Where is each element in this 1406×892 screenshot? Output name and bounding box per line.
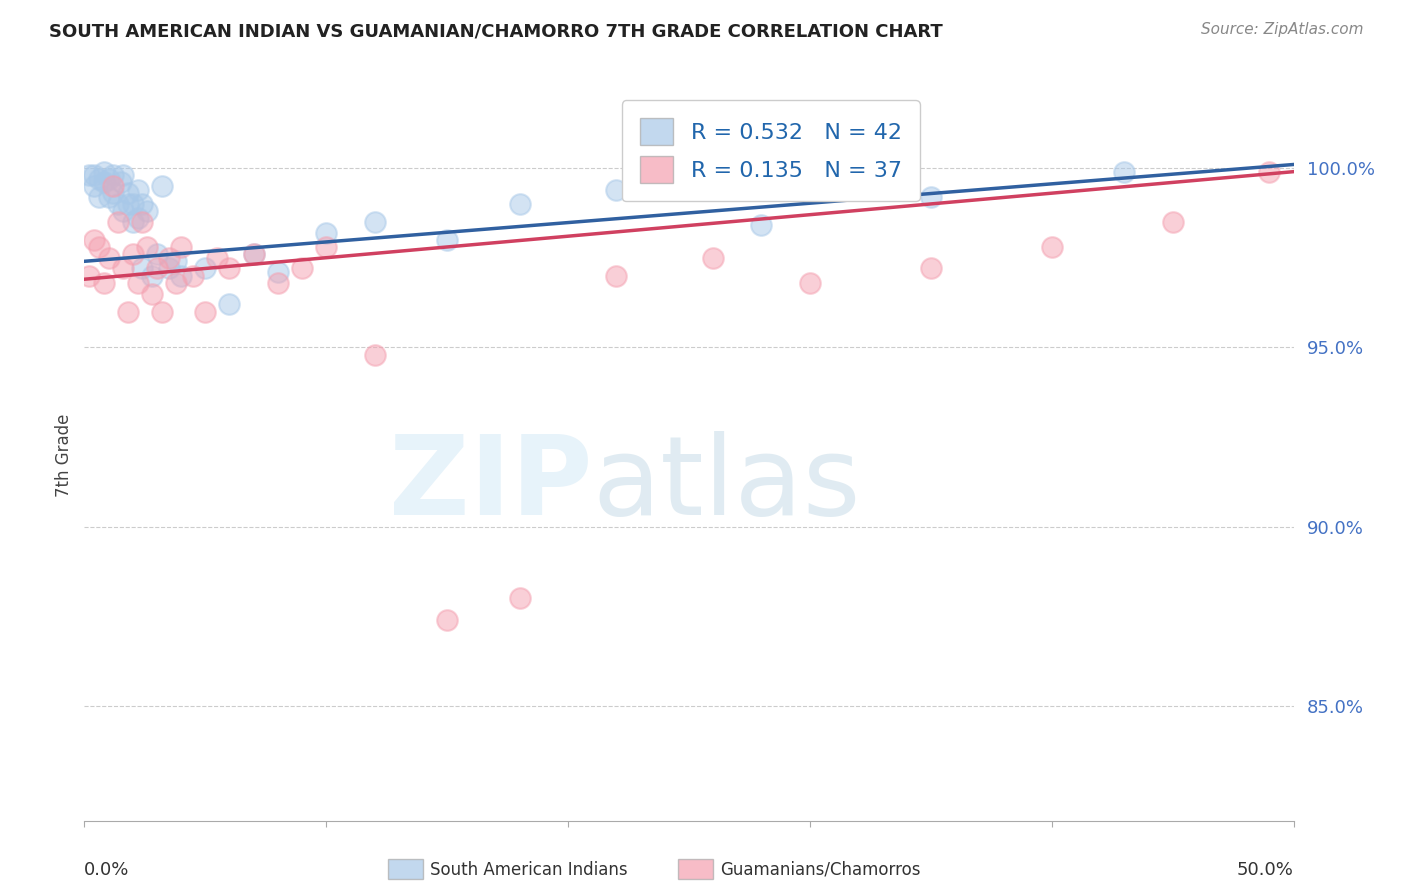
Point: [605, 183, 627, 197]
Point: [920, 261, 942, 276]
Point: [702, 251, 724, 265]
Point: [141, 286, 163, 301]
Point: [605, 268, 627, 283]
Point: [97, 251, 120, 265]
Point: [107, 197, 129, 211]
Text: 0.0%: 0.0%: [84, 861, 129, 879]
Point: [87, 240, 110, 254]
Point: [315, 240, 337, 254]
Point: [242, 247, 264, 261]
Point: [103, 186, 125, 201]
Point: [93, 164, 115, 178]
Point: [127, 183, 149, 197]
Point: [146, 261, 169, 276]
Point: [242, 247, 264, 261]
Point: [127, 211, 149, 226]
Point: [436, 613, 458, 627]
Point: [194, 261, 217, 276]
Point: [1114, 164, 1136, 178]
Point: [121, 197, 143, 211]
Point: [157, 251, 180, 265]
Point: [165, 276, 187, 290]
Point: [97, 171, 120, 186]
Point: [1258, 164, 1281, 178]
Point: [181, 268, 204, 283]
Point: [194, 304, 217, 318]
Point: [267, 276, 290, 290]
Point: [83, 233, 105, 247]
Point: [799, 276, 821, 290]
Point: [107, 215, 129, 229]
Point: [131, 261, 153, 276]
Point: [77, 168, 100, 182]
Point: [291, 261, 314, 276]
Point: [112, 261, 135, 276]
Text: South American Indians: South American Indians: [430, 861, 627, 879]
Point: [77, 268, 100, 283]
Point: [121, 247, 143, 261]
Point: [103, 168, 125, 182]
Point: [157, 261, 180, 276]
Point: [141, 268, 163, 283]
Point: [751, 219, 773, 233]
Text: SOUTH AMERICAN INDIAN VS GUAMANIAN/CHAMORRO 7TH GRADE CORRELATION CHART: SOUTH AMERICAN INDIAN VS GUAMANIAN/CHAMO…: [49, 22, 943, 40]
Point: [112, 168, 135, 182]
Y-axis label: 7th Grade: 7th Grade: [55, 413, 73, 497]
Legend: R = 0.532   N = 42, R = 0.135   N = 37: R = 0.532 N = 42, R = 0.135 N = 37: [621, 100, 920, 202]
Point: [150, 304, 173, 318]
Point: [103, 179, 125, 194]
Point: [207, 251, 229, 265]
Point: [165, 254, 187, 268]
Point: [170, 268, 193, 283]
Point: [170, 240, 193, 254]
Point: [1161, 215, 1184, 229]
Point: [436, 233, 458, 247]
Point: [131, 215, 153, 229]
Point: [121, 215, 143, 229]
Point: [93, 176, 115, 190]
Text: atlas: atlas: [592, 431, 860, 538]
Point: [97, 190, 120, 204]
Point: [218, 261, 240, 276]
Point: [363, 215, 385, 229]
Text: ZIP: ZIP: [389, 431, 592, 538]
Point: [87, 190, 110, 204]
Text: 50.0%: 50.0%: [1237, 861, 1294, 879]
Text: Guamanians/Chamorros: Guamanians/Chamorros: [720, 861, 921, 879]
Point: [218, 297, 240, 311]
Point: [83, 168, 105, 182]
Point: [112, 204, 135, 219]
Point: [117, 304, 139, 318]
Point: [83, 179, 105, 194]
Point: [93, 276, 115, 290]
Point: [136, 240, 159, 254]
Point: [127, 276, 149, 290]
Point: [509, 591, 531, 606]
Point: [117, 197, 139, 211]
Point: [920, 190, 942, 204]
Point: [87, 171, 110, 186]
Point: [315, 226, 337, 240]
Point: [136, 204, 159, 219]
Point: [363, 347, 385, 361]
Point: [110, 176, 132, 190]
Point: [267, 265, 290, 279]
Point: [131, 197, 153, 211]
Point: [146, 247, 169, 261]
Point: [117, 186, 139, 201]
Point: [509, 197, 531, 211]
Point: [1040, 240, 1063, 254]
Text: Source: ZipAtlas.com: Source: ZipAtlas.com: [1201, 22, 1364, 37]
Point: [150, 179, 173, 194]
